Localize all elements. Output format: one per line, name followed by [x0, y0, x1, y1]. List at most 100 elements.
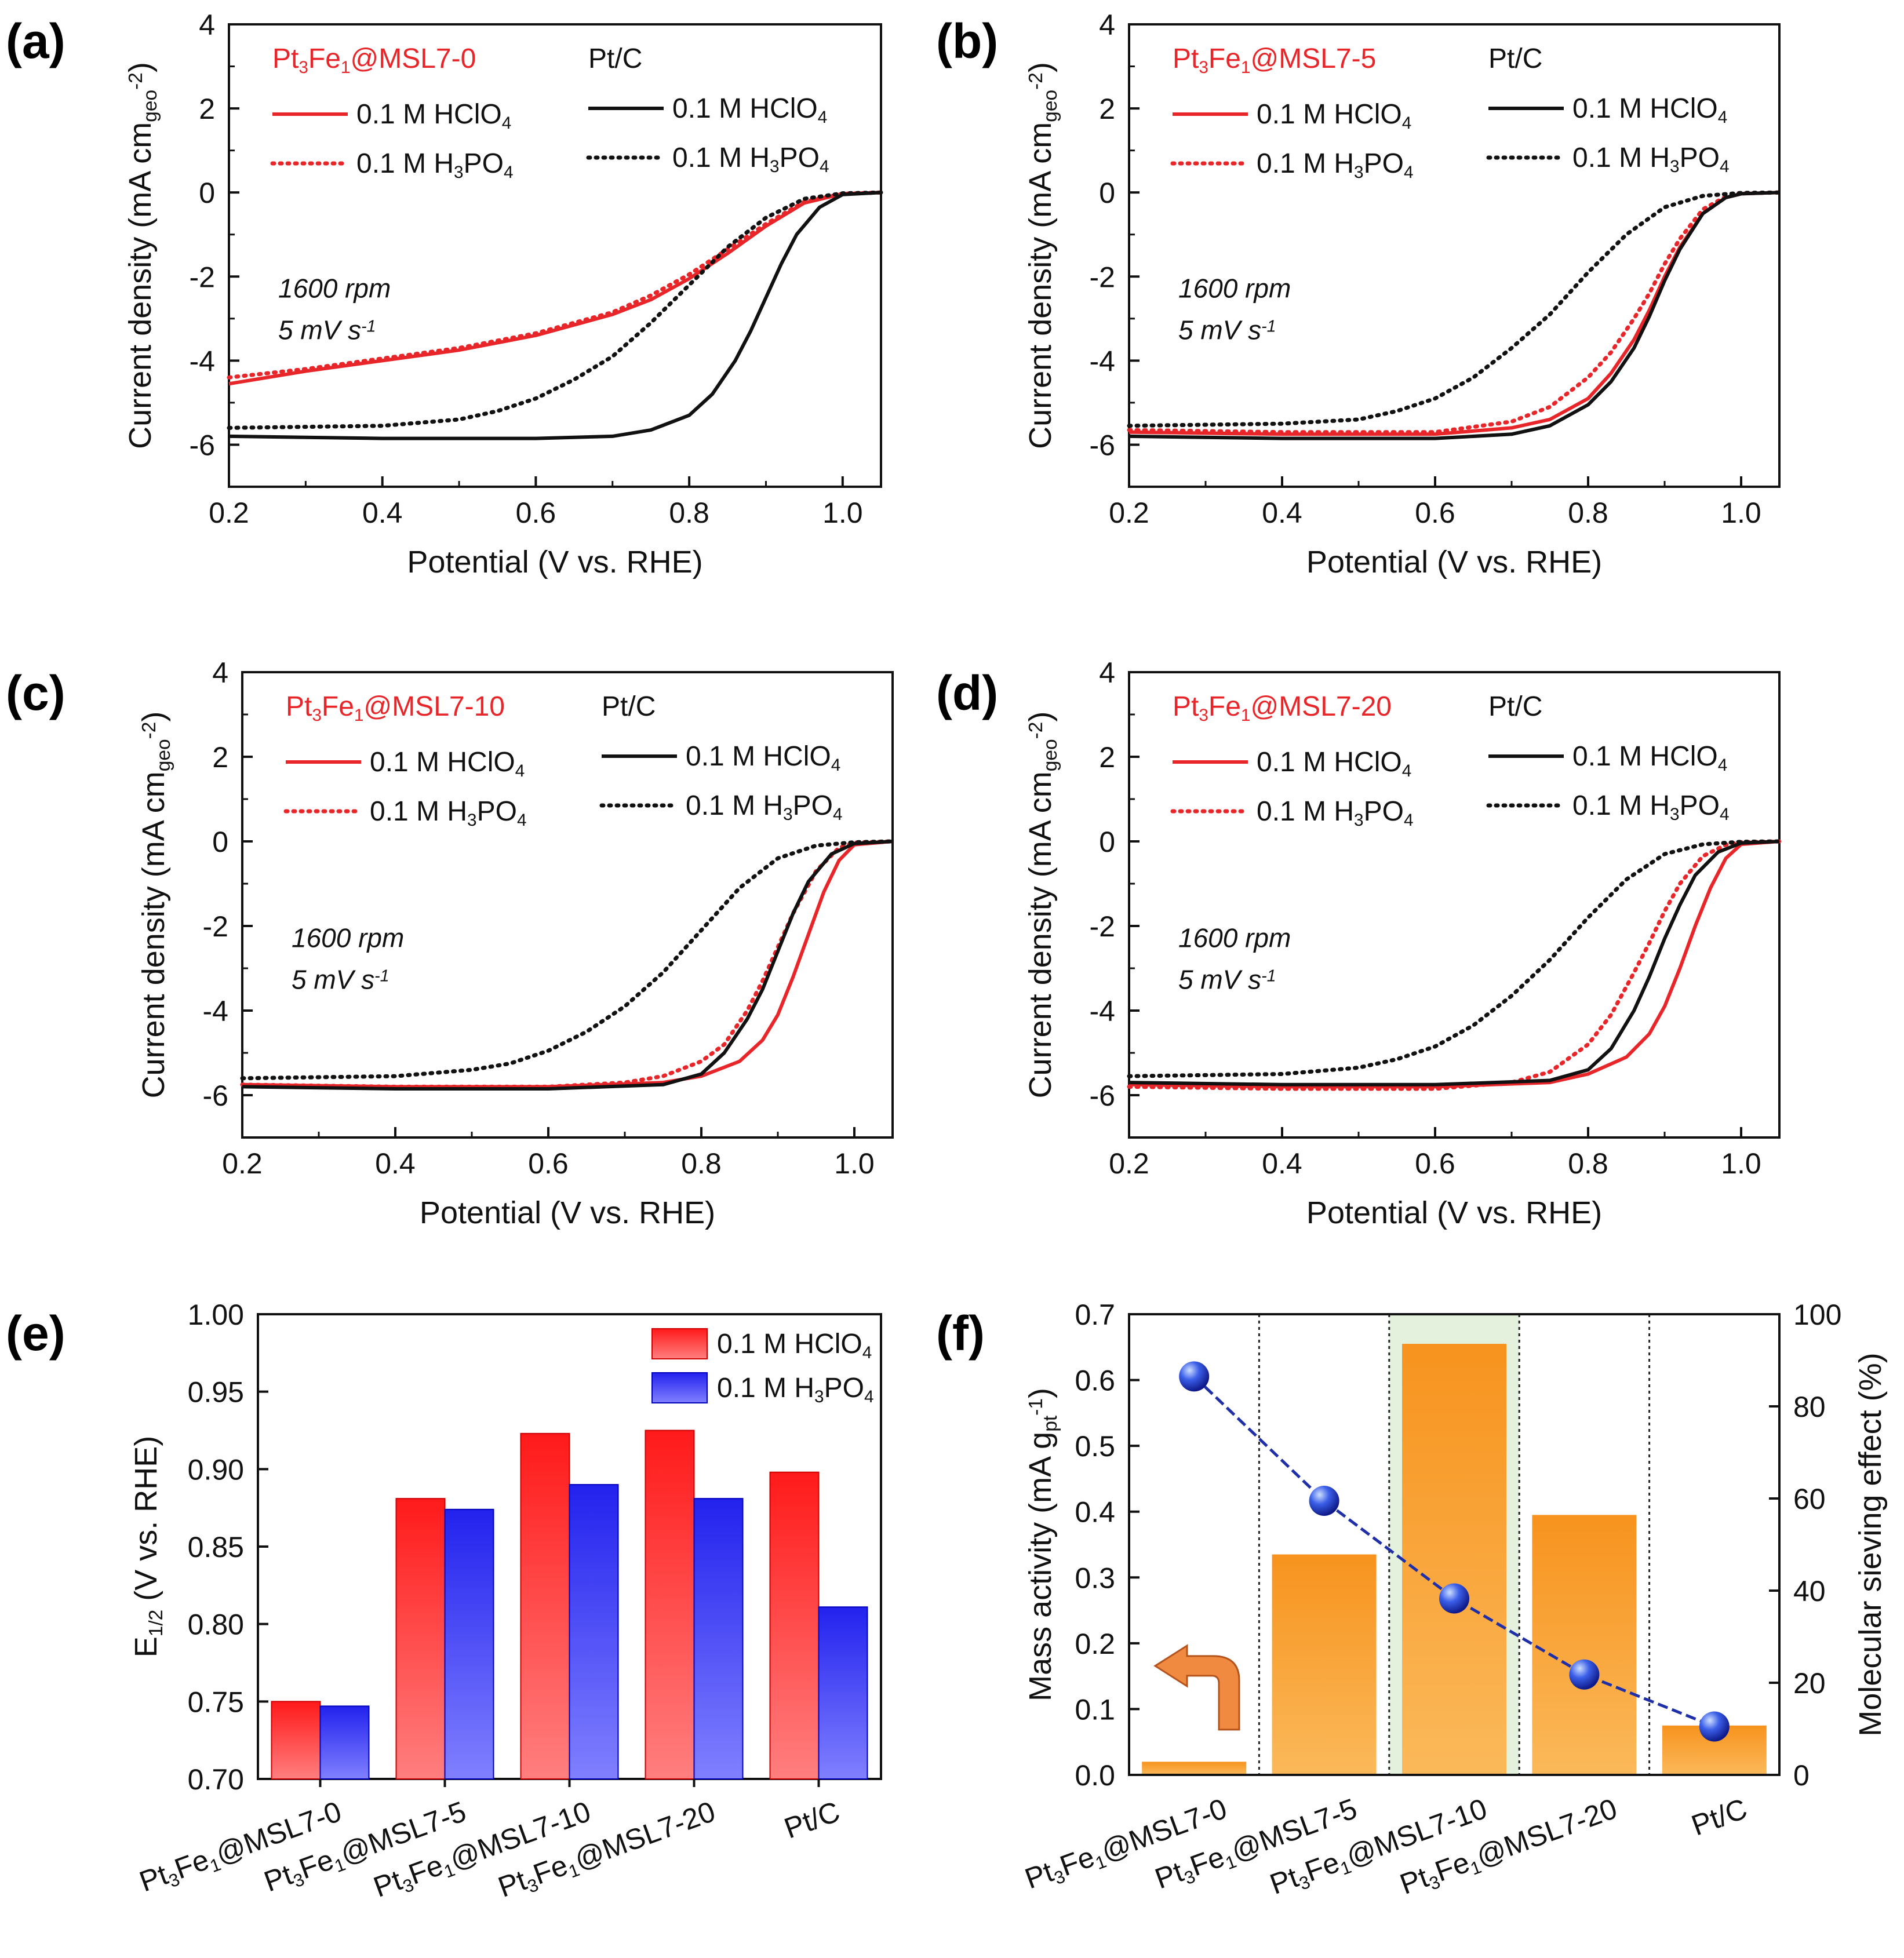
x-tick-label: 1.0 [1721, 1147, 1761, 1180]
legend-sample-title: Pt3Fe1@MSL7-10 [286, 691, 505, 725]
legend-swatch-h3po4 [651, 1372, 708, 1403]
y-tick-label: -6 [1090, 1080, 1115, 1112]
y-tick-label: -6 [190, 429, 215, 461]
x-tick-label: 0.8 [681, 1147, 722, 1180]
y-tick-label: -4 [190, 345, 215, 377]
y2-tick-label: 60 [1793, 1483, 1826, 1515]
y-tick-label: -2 [203, 910, 228, 943]
chart-panel-c: (c) 0.2 0.4 0.6 0.8 1.0 -6 -4 -2 0 2 4 Potential (V … [6, 657, 895, 1230]
legend-sample-title: Pt3Fe1@MSL7-0 [272, 43, 476, 77]
x-tick-label: 0.6 [516, 497, 556, 529]
legend-hclo4-label: 0.1 M HClO4 [1572, 741, 1727, 775]
y-tick-label: 1.00 [188, 1299, 244, 1331]
y-axis-title-group: Mass activity (mA gpt-1) [1023, 1388, 1061, 1701]
bar-h3po4 [569, 1484, 619, 1780]
y-tick-label: 0.6 [1075, 1365, 1115, 1397]
y-tick-label: 0.0 [1075, 1759, 1115, 1792]
x-tick-label: 0.4 [375, 1147, 416, 1180]
y-axis-title: Mass activity (mA gpt-1) [1023, 1388, 1061, 1701]
y-tick-label: 2 [212, 741, 228, 774]
y-axis-title-group: Current density (mA cmgeo-2) [136, 712, 174, 1099]
chart-panel-b: (b) 0.2 0.4 0.6 0.8 1.0 -6 -4 -2 0 2 4 Potential (V … [936, 9, 1782, 579]
y-tick-label: -6 [203, 1080, 228, 1112]
condition-rpm: 1600 rpm [1178, 274, 1291, 304]
x-tick-label: 0.2 [1109, 1147, 1149, 1180]
series-line-black-dotted [227, 190, 883, 430]
x-tick-label: 0.2 [209, 497, 249, 529]
x-tick-label: 0.6 [1415, 497, 1455, 529]
y-axis-title-group: Current density (mA cmgeo-2) [1023, 62, 1061, 449]
legend-h3po4-label: 0.1 M H3PO4 [1572, 143, 1730, 176]
y-tick-label: 0.3 [1075, 1562, 1115, 1594]
bar-mass-activity [1402, 1344, 1506, 1775]
x-tick-label: 1.0 [822, 497, 863, 529]
y-axis-title: E1/2 (V vs. RHE) [129, 1436, 167, 1658]
panel-label: (e) [6, 1306, 65, 1361]
plot-frame [241, 671, 894, 1139]
y-tick-label: 0.2 [1075, 1628, 1115, 1660]
legend-hclo4-label: 0.1 M HClO4 [370, 747, 525, 781]
legend-h3po4-label: 0.1 M H3PO4 [686, 790, 843, 824]
y-tick-label: 0.7 [1075, 1299, 1115, 1331]
x-tick-label: 0.8 [1568, 497, 1608, 529]
legend-h3po4-label: 0.1 M H3PO4 [717, 1373, 874, 1406]
series-line-red-dotted [1127, 839, 1782, 1091]
y-tick-label: 0 [212, 826, 228, 858]
plot-frame [1128, 23, 1781, 488]
y2-tick-label: 100 [1793, 1299, 1841, 1331]
bar-mass-activity [1532, 1515, 1637, 1775]
y2-tick-label: 80 [1793, 1391, 1826, 1423]
y-tick-label: 4 [212, 657, 228, 689]
x-tick-label: 0.8 [669, 497, 709, 529]
sieving-effect-point [1179, 1361, 1210, 1392]
legend-h3po4-label: 0.1 M H3PO4 [370, 796, 527, 830]
y-tick-label: -4 [1090, 995, 1115, 1027]
condition-scan-rate: 5 mV s-1 [292, 965, 389, 995]
y2-axis-title: Molecular sieving effect (%) [1853, 1352, 1888, 1736]
legend-ref-title: Pt/C [1488, 43, 1542, 74]
series-line-black-dotted [1127, 190, 1782, 428]
bar-h3po4 [319, 1705, 370, 1780]
series-line-black-solid [228, 191, 882, 440]
y-tick-label: 0.85 [188, 1531, 244, 1563]
panel-label: (b) [936, 14, 998, 68]
sieving-effect-point [1439, 1583, 1469, 1614]
legend-hclo4-label: 0.1 M HClO4 [1257, 99, 1411, 133]
bar-h3po4 [818, 1606, 868, 1780]
x-tick-label: 0.2 [222, 1147, 263, 1180]
x-tick-label: 0.8 [1568, 1147, 1608, 1180]
legend-hclo4-label: 0.1 M HClO4 [356, 99, 511, 133]
y2-tick-label: 0 [1793, 1759, 1810, 1792]
y-tick-label: -4 [203, 995, 228, 1027]
y-tick-label: -4 [1090, 345, 1115, 377]
y-tick-label: 2 [1099, 93, 1115, 125]
y2-tick-label: 20 [1793, 1667, 1826, 1700]
panel-label: (f) [936, 1306, 985, 1361]
series-line-black-dotted [1127, 839, 1782, 1078]
chart-panel-f: (f) 0.0 0.1 0.2 0.3 0.4 0.5 0.6 0.7 0 20 40 60 80 100 M… [936, 1299, 1888, 1901]
condition-scan-rate: 5 mV s-1 [1178, 315, 1276, 345]
y-tick-label: 0.95 [188, 1376, 244, 1409]
chart-panel-a: (a) 0.2 0.4 0.6 0.8 1.0 -6 -4 -2 0 2 4 Potential (V … [6, 9, 883, 579]
series-line-black-solid [1128, 191, 1780, 440]
y-tick-label: 0.4 [1075, 1496, 1115, 1529]
legend-ref-title: Pt/C [602, 691, 656, 722]
y-tick-label: 0 [1099, 826, 1115, 858]
legend-hclo4-label: 0.1 M HClO4 [717, 1329, 872, 1362]
bar-hclo4 [769, 1471, 820, 1780]
y-tick-label: 0 [199, 177, 215, 209]
y-axis-title: Current density (mA cmgeo-2) [1023, 62, 1061, 449]
y-tick-label: 4 [1099, 9, 1115, 41]
x-axis-title: Potential (V vs. RHE) [1306, 545, 1602, 579]
condition-rpm: 1600 rpm [292, 923, 404, 953]
chart-panel-e: (e) 0.70 0.75 0.80 0.85 0.90 0.95 1.00 E1/2 (V v… [6, 1299, 882, 1904]
y-axis-title: Current density (mA cmgeo-2) [136, 712, 174, 1099]
bar-mass-activity [1272, 1554, 1377, 1775]
y-tick-label: -6 [1090, 429, 1115, 461]
legend-swatch-hclo4 [651, 1328, 708, 1359]
series-line-black-dotted [240, 839, 895, 1081]
x-axis-title: Potential (V vs. RHE) [1306, 1195, 1602, 1230]
y-tick-label: -2 [1090, 910, 1115, 943]
y-tick-label: 0.75 [188, 1686, 244, 1718]
